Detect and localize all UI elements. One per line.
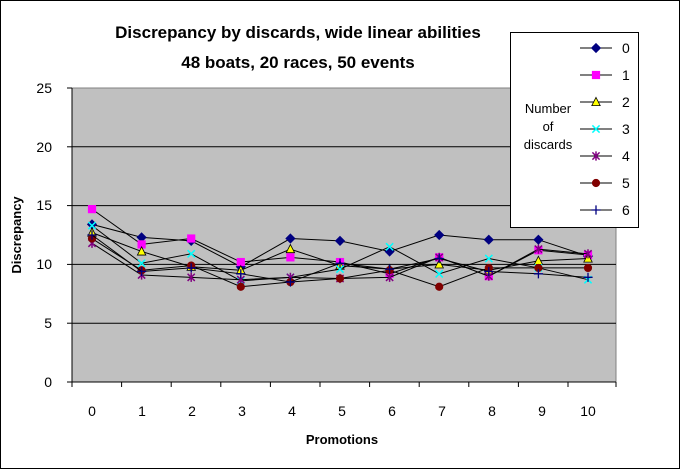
- data-point: [435, 269, 444, 278]
- data-point: [285, 233, 296, 244]
- data-point: [236, 282, 245, 291]
- x-axis-tick-labels: 0 1 2 3 4 5 6 7 8 9 10: [88, 403, 596, 419]
- x-tick-label: 8: [488, 403, 496, 419]
- legend-label: 1: [622, 67, 630, 83]
- legend-label: 2: [622, 94, 630, 110]
- chart-title-line-2: 48 boats, 20 races, 50 events: [181, 53, 414, 72]
- series-group: [86, 205, 594, 291]
- data-point: [136, 245, 147, 256]
- legend-marker: [591, 124, 601, 134]
- x-tick-label: 2: [188, 403, 196, 419]
- legend-entry: 4: [580, 148, 630, 164]
- data-point: [187, 249, 196, 258]
- x-tick-label: 9: [538, 403, 546, 419]
- data-point: [534, 244, 543, 254]
- data-point: [187, 234, 196, 243]
- legend-marker: [591, 151, 601, 161]
- y-tick-label: 0: [44, 374, 52, 390]
- data-point: [137, 266, 147, 277]
- data-point: [435, 282, 444, 291]
- y-axis-title: Discrepancy: [9, 196, 24, 274]
- data-point: [335, 274, 345, 283]
- data-point: [434, 258, 445, 269]
- x-tick-label: 5: [338, 403, 346, 419]
- data-point: [434, 229, 445, 241]
- data-point: [187, 272, 196, 282]
- data-point: [87, 230, 97, 240]
- legend-box: [510, 32, 639, 228]
- legend-entries: 0 1 2 3 4 5 6: [580, 40, 630, 218]
- data-point: [137, 259, 146, 268]
- series-6: [87, 230, 593, 287]
- y-axis-tick-labels: 0 5 10 15 20 25: [36, 80, 52, 390]
- data-point: [285, 277, 295, 287]
- legend-entry: 5: [580, 175, 630, 191]
- data-point: [484, 254, 493, 263]
- x-tick-label: 0: [88, 403, 96, 419]
- legend-marker: [591, 178, 601, 188]
- data-point: [434, 253, 444, 264]
- legend-entry: 6: [580, 202, 630, 218]
- data-point: [533, 269, 543, 279]
- x-tick-label: 7: [438, 403, 446, 419]
- legend-title-line: Number: [525, 101, 572, 116]
- legend-marker: [591, 70, 601, 80]
- data-point: [484, 266, 494, 277]
- data-point: [335, 264, 345, 274]
- legend-marker: [590, 42, 602, 54]
- y-tick-label: 20: [36, 139, 52, 155]
- legend-title-line: discards: [524, 137, 573, 152]
- x-tick-label: 6: [388, 403, 396, 419]
- legend-label: 3: [622, 121, 630, 137]
- legend-label: 4: [622, 148, 630, 164]
- x-axis-ticks: [71, 382, 617, 387]
- legend-label: 6: [622, 202, 630, 218]
- y-tick-label: 25: [36, 80, 52, 96]
- x-axis-title: Promotions: [306, 432, 378, 447]
- data-point: [87, 205, 97, 214]
- legend: Number of discards 0 1 2 3 4 5 6: [510, 32, 639, 228]
- data-point: [87, 221, 97, 230]
- data-point: [385, 242, 394, 251]
- legend-entry: 1: [580, 67, 630, 83]
- legend-entry: 2: [580, 94, 630, 110]
- data-point: [236, 257, 245, 267]
- y-tick-label: 10: [36, 256, 52, 272]
- y-tick-label: 5: [44, 315, 52, 331]
- y-tick-label: 15: [36, 197, 52, 213]
- chart-title-line-1: Discrepancy by discards, wide linear abi…: [115, 23, 481, 42]
- data-point: [335, 258, 345, 268]
- data-point: [334, 235, 346, 246]
- legend-entry: 0: [580, 40, 630, 56]
- legend-title-line: of: [543, 119, 554, 134]
- data-point: [286, 253, 295, 262]
- legend-label: 5: [622, 175, 630, 191]
- data-point: [186, 263, 196, 273]
- legend-label: 0: [622, 40, 630, 56]
- legend-marker: [591, 96, 601, 106]
- data-point: [583, 249, 593, 259]
- data-point: [533, 234, 544, 245]
- legend-marker: [591, 205, 601, 215]
- x-tick-label: 10: [580, 403, 596, 419]
- data-point: [483, 234, 494, 245]
- x-tick-label: 1: [138, 403, 146, 419]
- data-point: [583, 263, 593, 273]
- x-tick-label: 3: [238, 403, 246, 419]
- data-point: [583, 272, 593, 282]
- x-tick-label: 4: [288, 403, 296, 419]
- legend-entry: 3: [580, 121, 630, 137]
- data-point: [236, 269, 246, 279]
- data-point: [285, 243, 296, 254]
- data-point: [385, 264, 395, 274]
